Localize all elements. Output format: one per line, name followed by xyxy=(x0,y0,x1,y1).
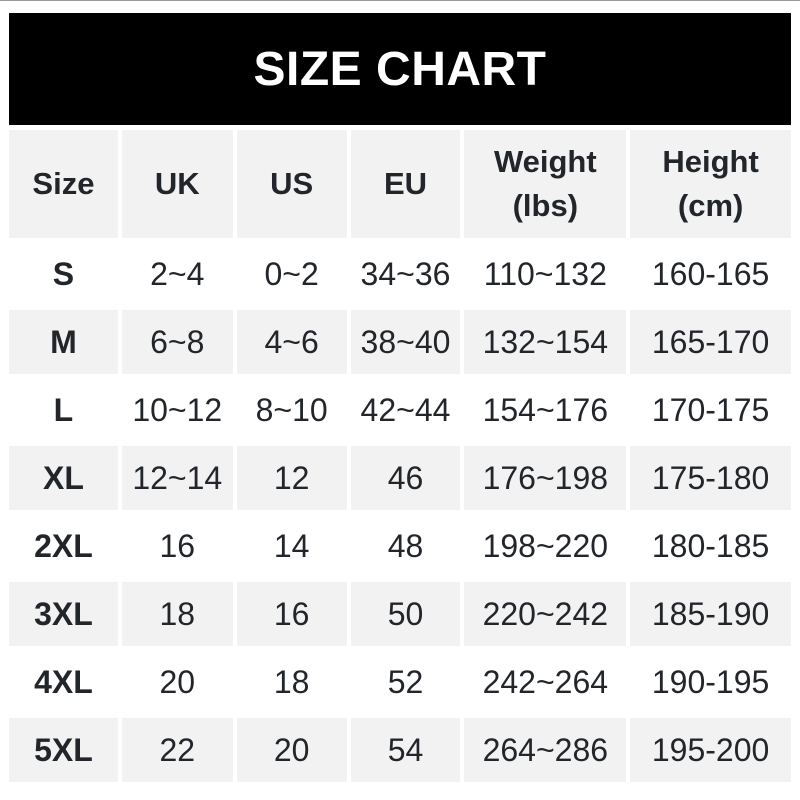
table-cell: 2~4 xyxy=(121,242,233,306)
table-cell: 195-200 xyxy=(630,718,791,782)
table-cell: 264~286 xyxy=(464,718,627,782)
table-cell: 52 xyxy=(350,650,461,714)
table-cell: 0~2 xyxy=(236,242,347,306)
column-header-uk: UK xyxy=(121,130,233,238)
table-cell: 50 xyxy=(350,582,461,646)
table-cell: 185-190 xyxy=(630,582,791,646)
table-cell: 198~220 xyxy=(464,514,627,578)
table-cell: 12 xyxy=(236,446,347,510)
page-title: SIZE CHART xyxy=(253,42,547,96)
table-cell: 12~14 xyxy=(121,446,233,510)
table-cell: 38~40 xyxy=(350,310,461,374)
size-cell: 3XL xyxy=(9,582,118,646)
column-header-sublabel: (cm) xyxy=(677,188,744,223)
size-cell: XL xyxy=(9,446,118,510)
column-header-size: Size xyxy=(9,130,118,238)
table-cell: 242~264 xyxy=(464,650,627,714)
table-cell: 160-165 xyxy=(630,242,791,306)
size-chart-table: Size UK US EU Weight (lbs) Height (cm) S 2… xyxy=(9,130,791,782)
table-cell: 46 xyxy=(350,446,461,510)
size-cell: 2XL xyxy=(9,514,118,578)
table-cell: 175-180 xyxy=(630,446,791,510)
column-header-us: US xyxy=(236,130,347,238)
column-header-label: US xyxy=(270,165,314,201)
table-cell: 6~8 xyxy=(121,310,233,374)
table-cell: 110~132 xyxy=(464,242,627,306)
table-cell: 220~242 xyxy=(464,582,627,646)
table-cell: 34~36 xyxy=(350,242,461,306)
size-cell: M xyxy=(9,310,118,374)
column-header-label: EU xyxy=(383,165,428,201)
table-cell: 165-170 xyxy=(630,310,791,374)
table-cell: 14 xyxy=(236,514,347,578)
table-cell: 180-185 xyxy=(630,514,791,578)
table-cell: 154~176 xyxy=(464,378,627,442)
size-cell: L xyxy=(9,378,118,442)
table-cell: 20 xyxy=(236,718,347,782)
size-chart-infographic: SIZE CHART Size UK US EU Weight (lbs) Hei… xyxy=(9,13,791,782)
table-cell: 18 xyxy=(236,650,347,714)
table-cell: 176~198 xyxy=(464,446,627,510)
size-chart-banner: SIZE CHART xyxy=(9,13,791,125)
column-header-eu: EU xyxy=(350,130,461,238)
table-cell: 16 xyxy=(121,514,233,578)
table-cell: 4~6 xyxy=(236,310,347,374)
size-cell: 4XL xyxy=(9,650,118,714)
table-cell: 8~10 xyxy=(236,378,347,442)
table-cell: 42~44 xyxy=(350,378,461,442)
table-cell: 190-195 xyxy=(630,650,791,714)
table-cell: 132~154 xyxy=(464,310,627,374)
column-header-label: Weight xyxy=(493,143,597,179)
table-cell: 20 xyxy=(121,650,233,714)
size-cell: S xyxy=(9,242,118,306)
table-cell: 10~12 xyxy=(121,378,233,442)
column-header-sublabel: (lbs) xyxy=(512,188,579,223)
table-cell: 16 xyxy=(236,582,347,646)
column-header-height: Height (cm) xyxy=(630,130,791,238)
table-cell: 48 xyxy=(350,514,461,578)
table-cell: 22 xyxy=(121,718,233,782)
column-header-label: UK xyxy=(154,165,200,201)
table-cell: 170-175 xyxy=(630,378,791,442)
size-cell: 5XL xyxy=(9,718,118,782)
table-cell: 54 xyxy=(350,718,461,782)
column-header-weight: Weight (lbs) xyxy=(464,130,627,238)
column-header-label: Height xyxy=(662,143,759,179)
table-cell: 18 xyxy=(121,582,233,646)
top-border-line xyxy=(0,0,800,1)
column-header-label: Size xyxy=(32,165,95,201)
